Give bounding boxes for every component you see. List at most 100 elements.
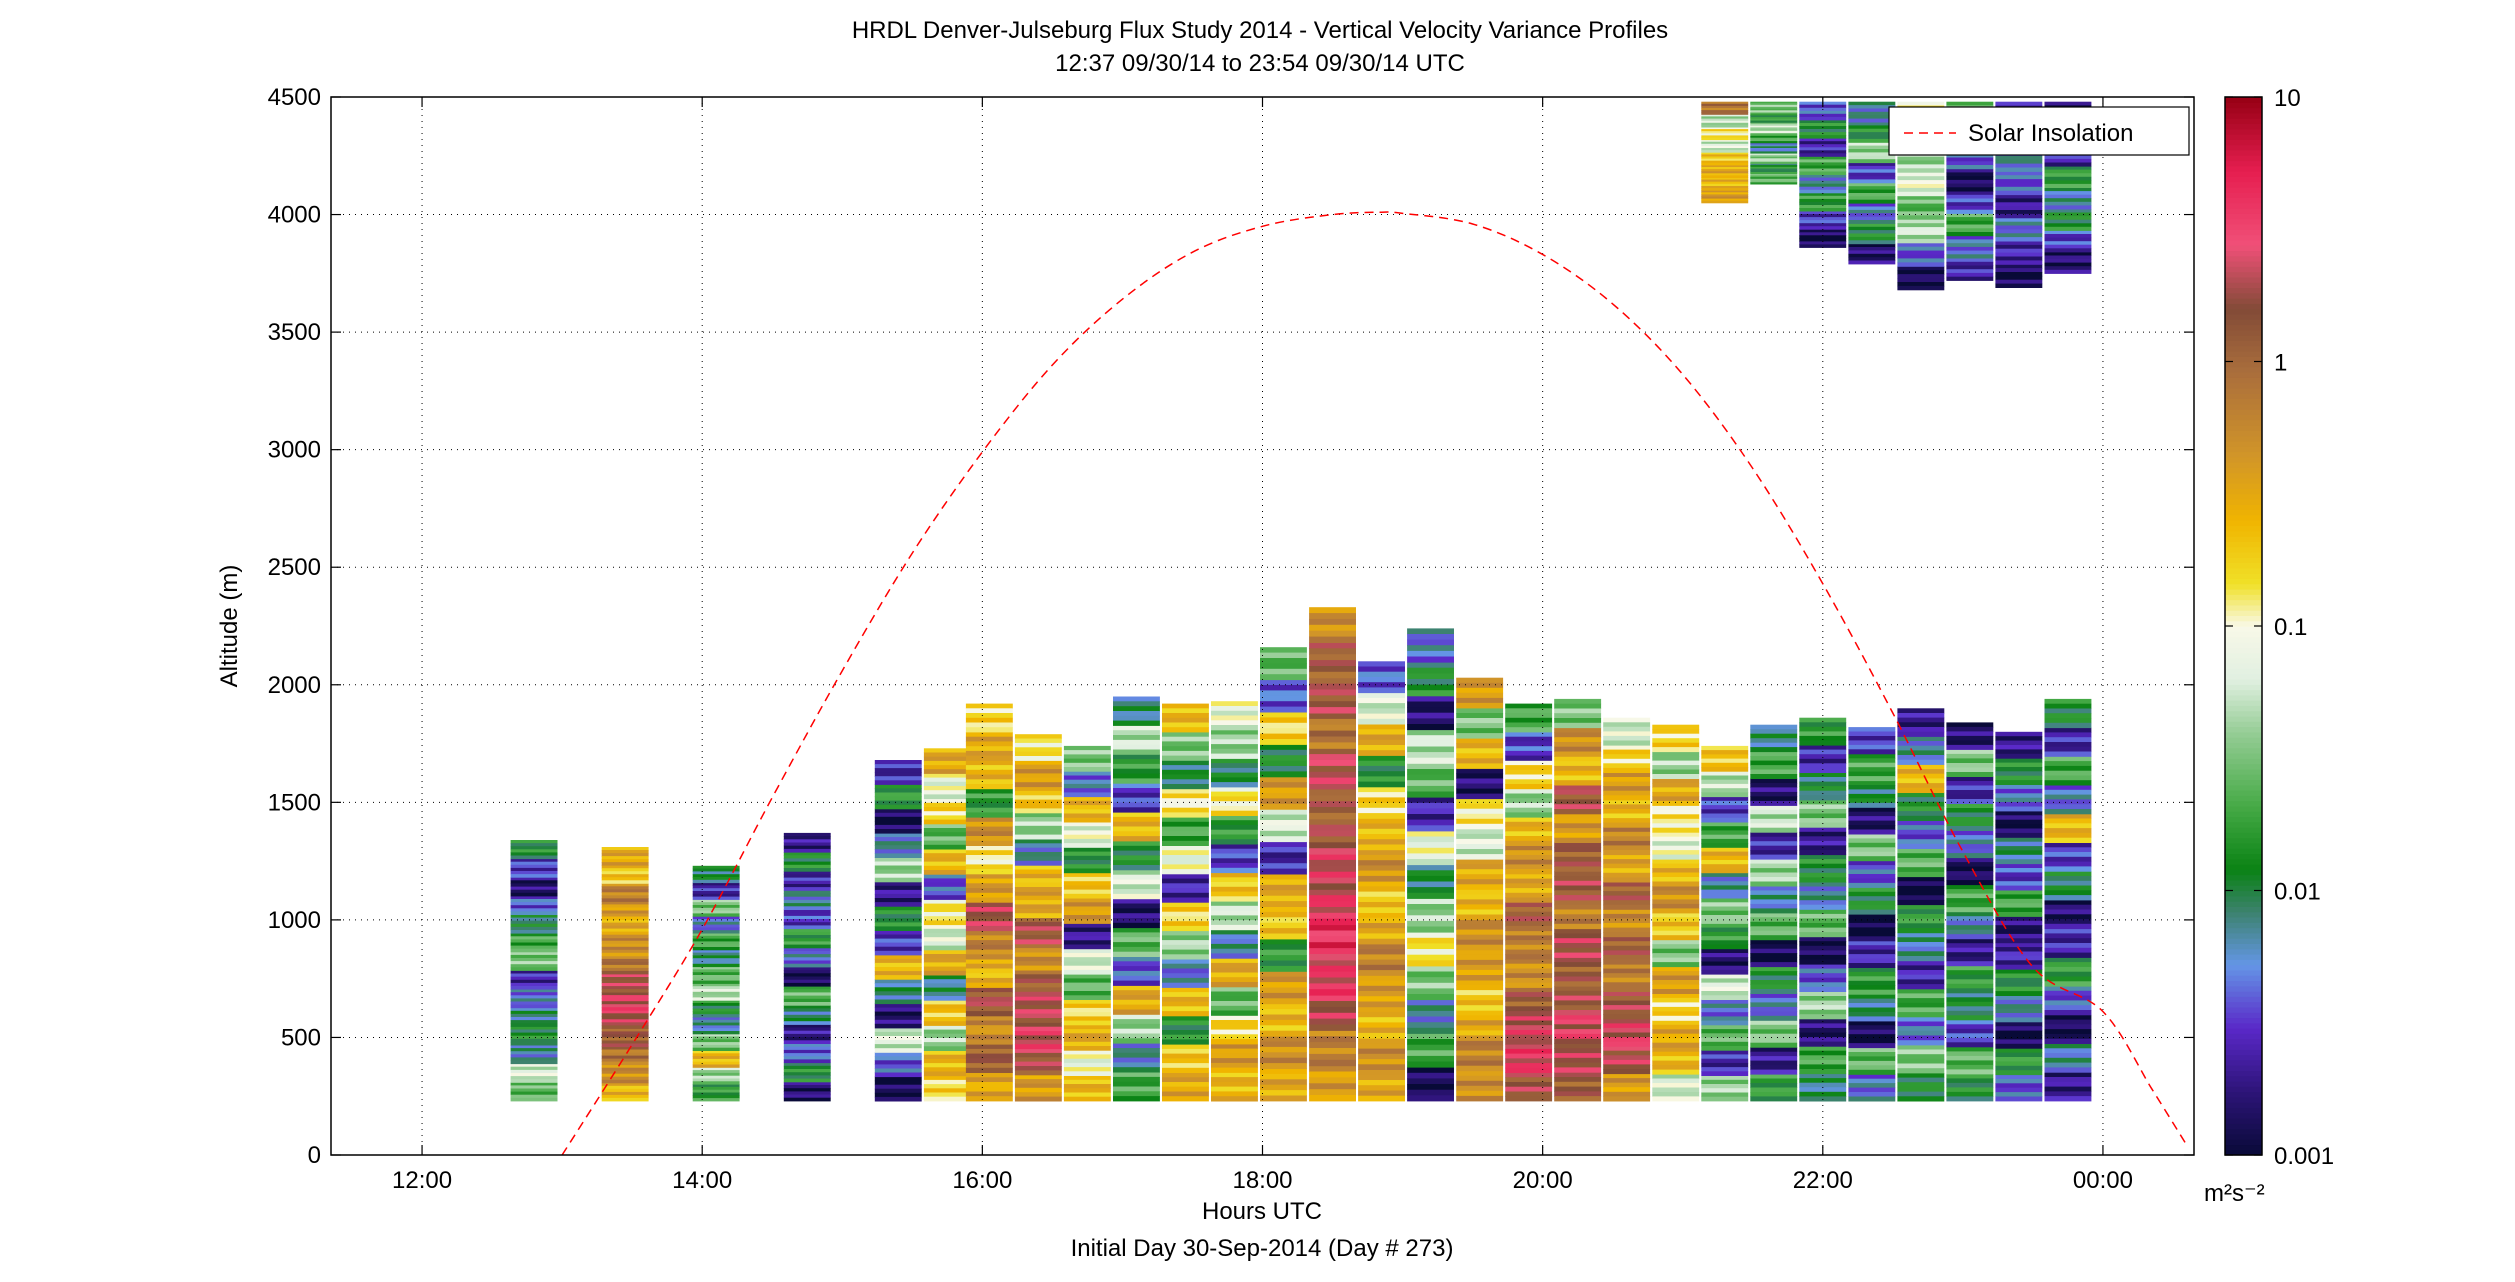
variance-cell xyxy=(1603,941,1651,947)
variance-cell xyxy=(783,1065,831,1070)
colorbar-band xyxy=(2225,604,2262,611)
variance-cell xyxy=(1603,781,1651,787)
variance-cell xyxy=(2044,856,2092,863)
variance-cell xyxy=(1603,827,1651,833)
variance-cell xyxy=(1848,145,1896,150)
variance-cell xyxy=(1358,771,1405,777)
variance-cell xyxy=(1799,1064,1847,1070)
variance-cell xyxy=(601,1013,649,1017)
variance-cell xyxy=(1652,935,1700,941)
variance-cell xyxy=(1063,762,1111,768)
variance-cell xyxy=(1260,803,1307,810)
colorbar-band xyxy=(2225,424,2262,431)
variance-cell xyxy=(1848,1011,1896,1017)
variance-cell xyxy=(1554,995,1602,1001)
colorbar-band xyxy=(2225,382,2262,389)
variance-cell xyxy=(1946,101,1994,106)
variance-cell xyxy=(1162,1025,1209,1031)
variance-cell xyxy=(1848,240,1896,245)
variance-cell xyxy=(923,945,971,951)
variance-cell xyxy=(1995,784,2043,790)
colorbar-band xyxy=(2225,514,2262,521)
variance-cell xyxy=(1701,779,1749,785)
variance-cell xyxy=(1014,948,1062,953)
x-tick-label: 12:00 xyxy=(392,1167,452,1194)
variance-cell xyxy=(1260,1090,1307,1096)
variance-cell xyxy=(1063,902,1111,907)
variance-cell xyxy=(1897,282,1945,287)
variance-cell xyxy=(1848,149,1896,153)
variance-cell xyxy=(1995,163,2043,168)
colorbar-band xyxy=(2225,218,2262,225)
variance-cell xyxy=(1211,896,1258,902)
variance-cell xyxy=(1014,917,1062,923)
variance-cell xyxy=(510,995,558,999)
variance-cell xyxy=(1603,1059,1651,1065)
variance-cell xyxy=(1946,217,1994,222)
variance-cell xyxy=(1260,690,1307,697)
variance-cell xyxy=(1260,1036,1307,1042)
variance-cell xyxy=(1358,1074,1405,1081)
variance-cell xyxy=(1456,949,1504,956)
variance-cell xyxy=(1063,1067,1111,1072)
variance-cell xyxy=(1603,831,1651,837)
variance-cell xyxy=(1848,182,1896,187)
variance-cell xyxy=(510,967,558,971)
variance-cell xyxy=(1897,1096,1945,1102)
variance-cell xyxy=(2044,804,2092,810)
variance-cell xyxy=(1162,869,1209,875)
variance-cell xyxy=(965,703,1013,709)
variance-cell xyxy=(1897,801,1945,807)
variance-cell xyxy=(1407,802,1454,809)
variance-cell xyxy=(965,925,1013,932)
variance-cell xyxy=(1113,816,1160,823)
variance-cell xyxy=(1113,995,1160,1001)
variance-cell xyxy=(1946,1060,1994,1066)
variance-cell xyxy=(1014,834,1062,840)
variance-cell xyxy=(601,1064,649,1069)
variance-cell xyxy=(1946,194,1994,199)
variance-cell xyxy=(1995,788,2043,794)
variance-cell xyxy=(1946,947,1994,953)
variance-cell xyxy=(1014,760,1062,766)
variance-cell xyxy=(1063,982,1111,988)
variance-cell xyxy=(1897,231,1945,236)
variance-cell xyxy=(923,1021,971,1026)
variance-cell xyxy=(2044,799,2092,805)
variance-cell xyxy=(1407,836,1454,843)
variance-cell xyxy=(1897,965,1945,971)
variance-cell xyxy=(1750,872,1798,878)
variance-cell xyxy=(1211,1024,1258,1031)
variance-cell xyxy=(510,864,558,869)
variance-cell xyxy=(1063,1050,1111,1055)
variance-cell xyxy=(1063,1003,1111,1009)
variance-cell xyxy=(1799,205,1847,209)
variance-cell xyxy=(1309,936,1356,943)
variance-cell xyxy=(783,842,831,847)
variance-cell xyxy=(1260,1079,1307,1086)
variance-cell xyxy=(783,922,831,926)
variance-cell xyxy=(1358,938,1405,945)
variance-cell xyxy=(1652,939,1700,945)
variance-cell xyxy=(1701,1096,1749,1102)
variance-cell xyxy=(1162,1039,1209,1045)
variance-cell xyxy=(1848,922,1896,928)
variance-cell xyxy=(783,864,831,869)
variance-cell xyxy=(1211,729,1258,736)
variance-cell xyxy=(874,1088,922,1094)
variance-cell xyxy=(783,1075,831,1080)
variance-cell xyxy=(1113,1019,1160,1025)
colorbar-band xyxy=(2225,620,2262,627)
variance-cell xyxy=(1554,919,1602,925)
variance-cell xyxy=(2044,794,2092,800)
variance-cell xyxy=(1211,858,1258,864)
variance-cell xyxy=(923,1058,971,1064)
variance-cell xyxy=(1309,1089,1356,1096)
variance-cell xyxy=(510,858,558,863)
variance-cell xyxy=(1701,851,1749,857)
variance-cell xyxy=(1456,1060,1504,1067)
variance-cell xyxy=(1701,1054,1749,1060)
variance-cell xyxy=(1848,905,1896,911)
colorbar-band xyxy=(2225,1149,2262,1156)
